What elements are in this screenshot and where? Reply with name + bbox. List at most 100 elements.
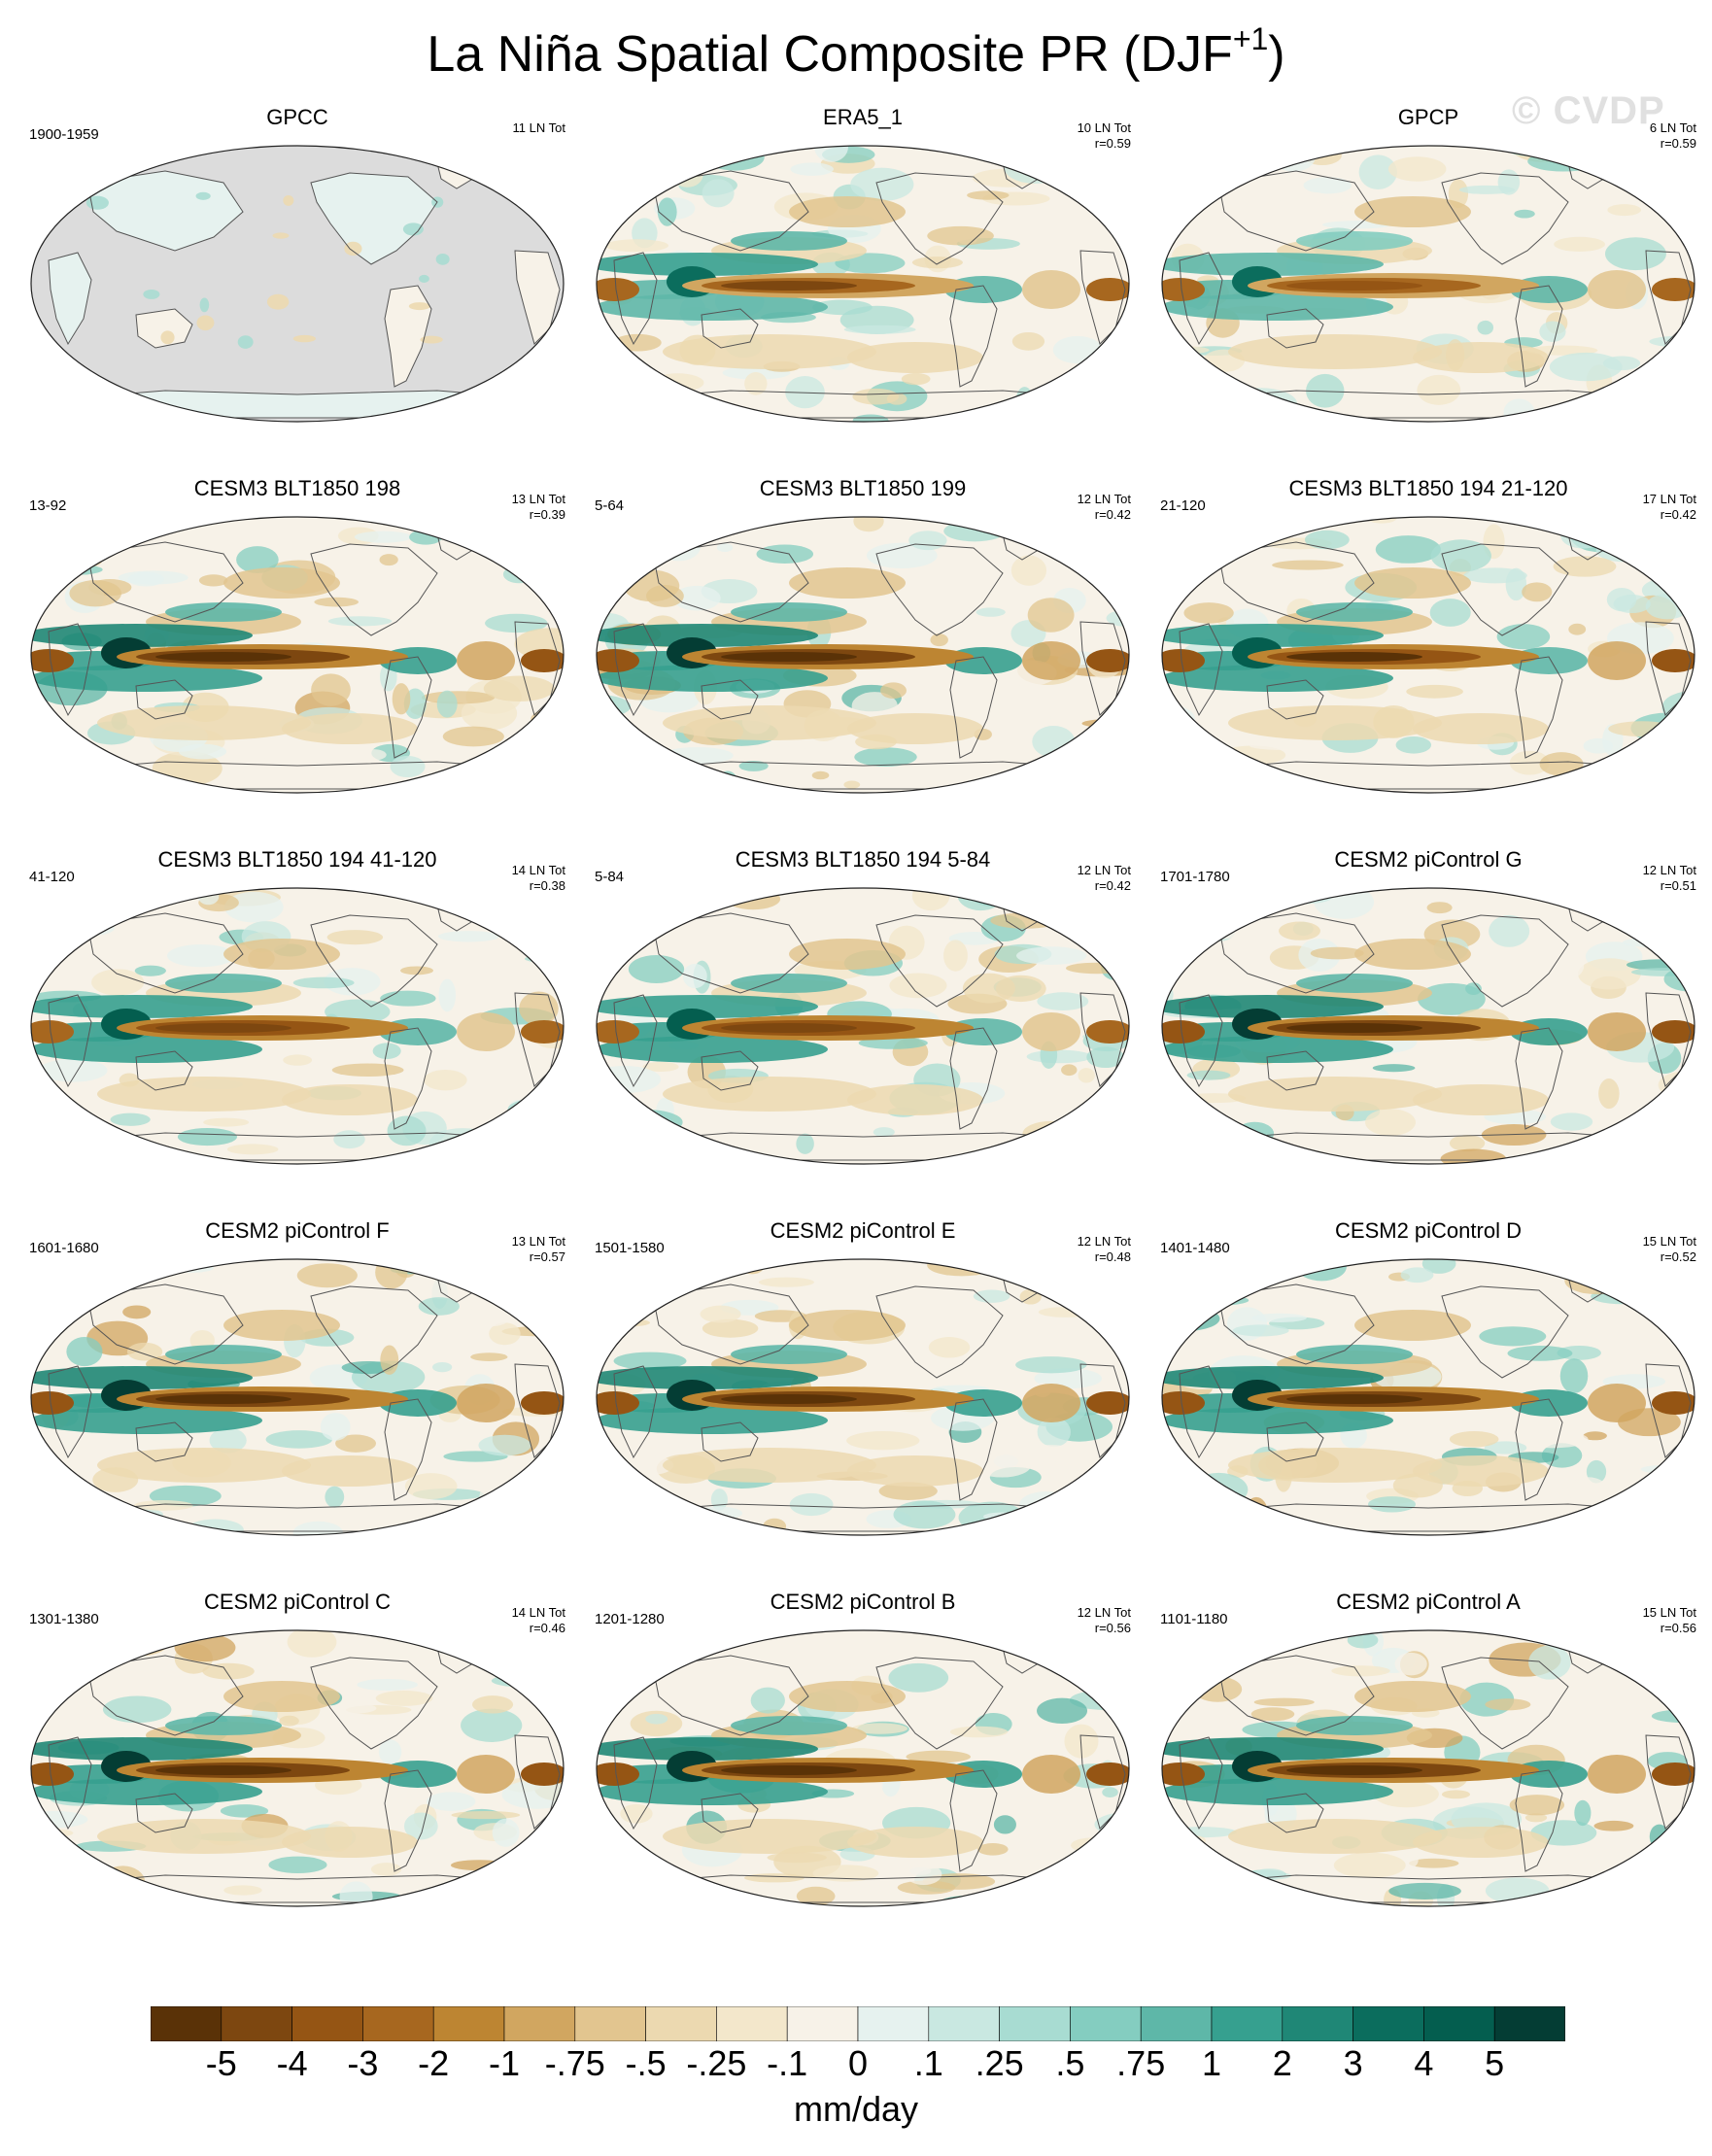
colorbar-tick-label: -5 [205, 2043, 237, 2083]
robinson-map [596, 887, 1130, 1165]
panel-stats: 14 LN Tot r=0.38 [512, 863, 565, 894]
panel-title: CESM2 piControl F [205, 1218, 390, 1243]
colorbar-tick-label: -.75 [544, 2043, 605, 2083]
colorbar-tick-label: 1 [1201, 2043, 1222, 2083]
pattern-correlation: r=0.52 [1660, 1249, 1696, 1264]
panel-period: 1301-1380 [29, 1611, 99, 1627]
panel-title: CESM2 piControl E [770, 1218, 956, 1243]
event-count: 12 LN Tot [1077, 1234, 1131, 1249]
event-count: 12 LN Tot [1642, 863, 1696, 877]
map-panel: CESM2 piControl B 1201-1280 12 LN Tot r=0.5… [581, 1582, 1145, 1954]
panel-period: 1900-1959 [29, 126, 99, 143]
colorbar-box [291, 2006, 363, 2041]
colorbar-box [716, 2006, 788, 2041]
map-panel: CESM2 piControl C 1301-1380 14 LN Tot r=0.4… [16, 1582, 579, 1954]
event-count: 6 LN Tot [1649, 120, 1696, 135]
map-panel: CESM2 piControl E 1501-1580 12 LN Tot r=0.4… [581, 1211, 1145, 1583]
panel-title: ERA5_1 [823, 105, 903, 129]
title-text: La Niña Spatial Composite PR (DJF [427, 26, 1233, 83]
panel-period: 5-64 [595, 497, 625, 514]
event-count: 10 LN Tot [1077, 120, 1131, 135]
panel-stats: 13 LN Tot r=0.57 [512, 1234, 565, 1265]
colorbar-tick-label: -1 [488, 2043, 521, 2083]
colorbar-tick-label: 4 [1414, 2043, 1434, 2083]
colorbar-box [1493, 2006, 1565, 2041]
panel-stats: 12 LN Tot r=0.42 [1078, 492, 1131, 523]
pattern-correlation: r=0.59 [1094, 136, 1131, 151]
colorbar-box [432, 2006, 505, 2041]
panel-period: 1401-1480 [1160, 1240, 1230, 1256]
colorbar-tick-label: -4 [276, 2043, 308, 2083]
colorbar-box [1282, 2006, 1353, 2041]
robinson-map [1161, 1629, 1695, 1907]
map-panel: ERA5_1 10 LN Tot r=0.59 [581, 97, 1145, 469]
panel-title: GPCP [1397, 105, 1459, 129]
panel-stats: 15 LN Tot r=0.56 [1643, 1605, 1696, 1636]
pattern-correlation: r=0.38 [529, 878, 565, 893]
robinson-map [1161, 516, 1695, 794]
colorbar-tick-label: .1 [913, 2043, 943, 2083]
title-superscript: +1 [1232, 21, 1269, 56]
robinson-map [30, 1629, 565, 1907]
map-panel: GPCC 1900-1959 11 LN Tot [16, 97, 579, 469]
pattern-correlation: r=0.57 [529, 1249, 565, 1264]
panel-period: 41-120 [29, 869, 75, 885]
colorbar-box [503, 2006, 576, 2041]
event-count: 14 LN Tot [511, 863, 565, 877]
robinson-map [596, 1629, 1130, 1907]
robinson-map [30, 1258, 565, 1536]
pattern-correlation: r=0.56 [1660, 1621, 1696, 1635]
panel-period: 21-120 [1160, 497, 1206, 514]
event-count: 12 LN Tot [1077, 863, 1131, 877]
colorbar-box [362, 2006, 434, 2041]
map-panel: CESM2 piControl D 1401-1480 15 LN Tot r=0.5… [1147, 1211, 1710, 1583]
colorbar-units: mm/day [793, 2089, 919, 2129]
panel-stats: 12 LN Tot r=0.48 [1078, 1234, 1131, 1265]
colorbar-tick-label: .75 [1116, 2043, 1166, 2083]
event-count: 13 LN Tot [511, 1234, 565, 1249]
colorbar-tick-label: .25 [975, 2043, 1024, 2083]
colorbar-box [928, 2006, 1000, 2041]
panel-title: CESM3 BLT1850 198 [193, 476, 401, 500]
map-panel: CESM3 BLT1850 194 41-120 41-120 14 LN Tot r… [16, 839, 579, 1212]
pattern-correlation: r=0.59 [1660, 136, 1696, 151]
panel-title: GPCC [266, 105, 328, 129]
colorbar-tick-label: -.5 [625, 2043, 667, 2083]
panel-stats: 12 LN Tot r=0.51 [1643, 863, 1696, 894]
panel-stats: 14 LN Tot r=0.46 [512, 1605, 565, 1636]
robinson-map [596, 1258, 1130, 1536]
colorbar-box [1423, 2006, 1495, 2041]
robinson-map [1161, 145, 1695, 423]
colorbar-tick-label: 5 [1485, 2043, 1505, 2083]
colorbar-labels: -5 -4 -3 -2 -1 -.75 -.5 -.25 -.1 0 .1 .25 .5 .75 1 2 3 4 5 [151, 2043, 1565, 2083]
panel-stats: 6 LN Tot r=0.59 [1650, 120, 1696, 152]
panel-title: CESM3 BLT1850 194 41-120 [157, 847, 437, 872]
colorbar-tick-label: .5 [1055, 2043, 1085, 2083]
colorbar-box [1211, 2006, 1284, 2041]
panel-title: CESM2 piControl C [204, 1590, 391, 1614]
panel-title: CESM2 piControl G [1334, 847, 1523, 872]
robinson-map [596, 145, 1130, 423]
robinson-map [30, 516, 565, 794]
colorbar-tick-label: -.1 [767, 2043, 808, 2083]
title-close: ) [1268, 26, 1285, 83]
panel-title: CESM3 BLT1850 194 21-120 [1288, 476, 1568, 500]
colorbar [151, 2006, 1565, 2041]
event-count: 17 LN Tot [1642, 492, 1696, 506]
colorbar-box [1140, 2006, 1213, 2041]
event-count: 11 LN Tot [512, 120, 565, 135]
panel-title: CESM2 piControl D [1335, 1218, 1522, 1243]
map-panel: CESM2 piControl A 1101-1180 15 LN Tot r=0.5… [1147, 1582, 1710, 1954]
event-count: 12 LN Tot [1077, 1605, 1131, 1620]
panel-period: 1101-1180 [1160, 1611, 1228, 1627]
robinson-map [1161, 1258, 1695, 1536]
colorbar-box [151, 2006, 223, 2041]
colorbar-tick-label: -3 [347, 2043, 379, 2083]
robinson-map [30, 145, 565, 423]
map-panel: CESM3 BLT1850 194 5-84 5-84 12 LN Tot r=0.4… [581, 839, 1145, 1212]
colorbar-box [221, 2006, 292, 2041]
panel-stats: 17 LN Tot r=0.42 [1643, 492, 1696, 523]
event-count: 15 LN Tot [1642, 1605, 1696, 1620]
colorbar-box [999, 2006, 1071, 2041]
panel-stats: 15 LN Tot r=0.52 [1643, 1234, 1696, 1265]
